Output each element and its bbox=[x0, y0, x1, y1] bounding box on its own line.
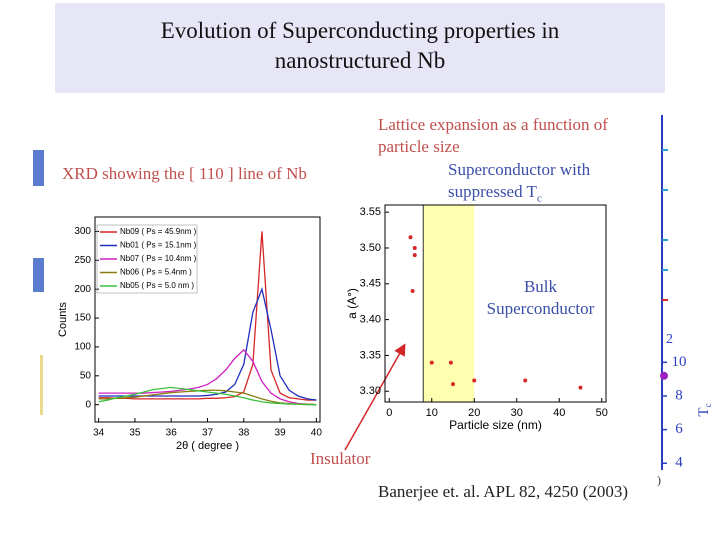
x-axis-label: 2θ ( degree ) bbox=[176, 440, 239, 452]
y-tick-label: 50 bbox=[80, 370, 92, 381]
y-tick-label: 3.40 bbox=[360, 314, 381, 326]
data-point bbox=[578, 385, 583, 390]
data-point bbox=[408, 235, 413, 240]
y-tick-label: 3.55 bbox=[360, 206, 381, 218]
x-tick-label: 36 bbox=[166, 428, 178, 439]
highlight-band bbox=[423, 205, 475, 402]
annotation: Superconductor with suppressed Tc bbox=[448, 159, 623, 209]
annotation-text: Superconductor with suppressed T bbox=[448, 160, 591, 201]
slide-title: Evolution of Superconducting properties … bbox=[160, 18, 560, 73]
x-tick-label: 38 bbox=[238, 428, 250, 439]
decor-bar bbox=[40, 355, 43, 415]
y-tick-label: 3.45 bbox=[360, 278, 381, 290]
data-line bbox=[98, 286, 317, 401]
decor-bar bbox=[33, 258, 44, 292]
data-line bbox=[98, 231, 317, 401]
y-tick-label: 0 bbox=[85, 399, 91, 410]
x-tick-label: 30 bbox=[511, 407, 523, 419]
partial-axis-tick-label: 10 bbox=[672, 354, 687, 370]
legend-box bbox=[96, 224, 198, 294]
annotation-subscript: c bbox=[536, 192, 542, 205]
data-point bbox=[410, 288, 415, 293]
x-tick-label: 0 bbox=[386, 407, 392, 419]
data-point bbox=[523, 378, 528, 383]
data-line bbox=[98, 386, 317, 406]
y-tick-label: 3.35 bbox=[360, 349, 381, 361]
x-tick-label: 35 bbox=[129, 428, 141, 439]
data-point bbox=[412, 245, 417, 250]
y-axis-label: a (A°) bbox=[345, 288, 359, 319]
x-tick-label: 20 bbox=[468, 407, 480, 419]
data-point bbox=[472, 378, 477, 383]
y-tick-label: 150 bbox=[74, 313, 91, 324]
cropped-text: ) bbox=[657, 473, 661, 487]
x-tick-label: 37 bbox=[202, 428, 214, 439]
citation: Banerjee et. al. APL 82, 4250 (2003) bbox=[378, 482, 629, 501]
legend-label: Nb05 ( Ps = 5.0 nm ) bbox=[120, 281, 194, 290]
partial-axis-tick-label: 4 bbox=[675, 455, 683, 471]
y-tick-label: 3.30 bbox=[360, 385, 381, 397]
partial-axis-tick-label: 6 bbox=[675, 421, 683, 437]
x-tick-label: 50 bbox=[596, 407, 608, 419]
plot-frame bbox=[384, 204, 607, 403]
annotation: Insulator bbox=[310, 449, 371, 468]
partial-axis-label-text: T bbox=[696, 407, 712, 416]
data-point bbox=[412, 253, 417, 258]
legend-label: Nb06 ( Ps = 5.4nm ) bbox=[120, 268, 192, 277]
annotation: Bulk Superconductor bbox=[486, 277, 595, 318]
chart-title: XRD showing the [ 110 ] line of Nb bbox=[62, 164, 307, 183]
x-tick-label: 34 bbox=[93, 428, 105, 439]
x-tick-label: 39 bbox=[275, 428, 287, 439]
title-box bbox=[55, 3, 665, 93]
partial-axis-label: Tc bbox=[696, 403, 713, 416]
data-point bbox=[429, 360, 434, 365]
y-axis-label: Counts bbox=[57, 302, 69, 337]
data-point bbox=[451, 382, 455, 387]
partial-axis-point bbox=[660, 371, 668, 380]
partial-axis-tick-label: 8 bbox=[675, 387, 683, 403]
legend-label: Nb09 ( Ps = 45.9nm ) bbox=[120, 227, 197, 236]
y-tick-label: 300 bbox=[74, 226, 91, 237]
y-tick-label: 250 bbox=[74, 255, 91, 266]
x-axis-label: Particle size (nm) bbox=[449, 418, 542, 432]
legend-label: Nb01 ( Ps = 15.1nm ) bbox=[120, 241, 197, 250]
y-tick-label: 3.50 bbox=[360, 242, 381, 254]
data-point bbox=[448, 360, 453, 365]
chart-title: Lattice expansion as a function of parti… bbox=[378, 115, 608, 156]
decor-bar bbox=[33, 150, 44, 186]
legend-label: Nb07 ( Ps = 10.4nm ) bbox=[120, 254, 197, 263]
x-tick-label: 40 bbox=[311, 428, 323, 439]
x-tick-label: 10 bbox=[426, 407, 438, 419]
partial-axis-label-subscript: c bbox=[703, 403, 713, 407]
arrow bbox=[344, 343, 406, 451]
y-tick-label: 200 bbox=[74, 284, 91, 295]
cropped-text: 2 bbox=[666, 332, 673, 347]
x-tick-label: 40 bbox=[553, 407, 565, 419]
y-tick-label: 100 bbox=[74, 342, 91, 353]
data-line bbox=[98, 348, 317, 406]
